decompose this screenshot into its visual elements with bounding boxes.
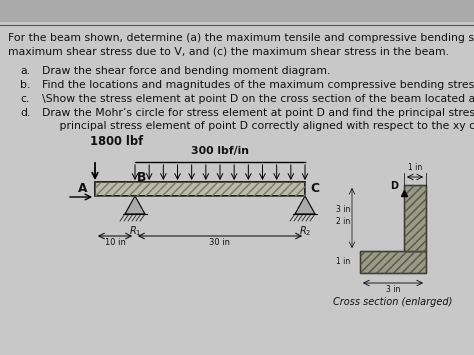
Text: principal stress element of point D correctly aligned with respect to the xy coo: principal stress element of point D corr… [42,121,474,131]
Bar [360,251,426,273]
Bar [95,182,305,196]
Text: 1 in: 1 in [336,257,350,267]
Text: 3 in: 3 in [386,285,400,294]
Text: maximum shear stress due to V, and (c) the maximum shear stress in the beam.: maximum shear stress due to V, and (c) t… [8,46,449,56]
Text: d.: d. [20,108,30,118]
Text: c.: c. [20,94,29,104]
Text: 10 in: 10 in [105,238,126,247]
Text: $R_2$: $R_2$ [299,224,311,238]
Text: For the beam shown, determine (a) the maximum tensile and compressive bending st: For the beam shown, determine (a) the ma… [8,33,474,43]
Text: 300 lbf/in: 300 lbf/in [191,146,249,156]
Text: a.: a. [20,66,30,76]
Bar [360,251,426,273]
Bar [404,185,426,251]
Text: Cross section (enlarged): Cross section (enlarged) [333,297,453,307]
Text: 1800 lbf: 1800 lbf [90,135,143,148]
Bar [404,185,426,251]
Text: A: A [78,182,87,196]
Polygon shape [125,196,145,214]
Text: 3 in: 3 in [336,206,350,214]
Text: 1 in: 1 in [408,163,422,172]
Text: 30 in: 30 in [210,238,230,247]
Text: Draw the Mohr’s circle for stress element at point D and find the principal stre: Draw the Mohr’s circle for stress elemen… [42,108,474,118]
Polygon shape [295,196,315,214]
Bar [0,0,474,22]
Text: Draw the shear force and bending moment diagram.: Draw the shear force and bending moment … [42,66,330,76]
Text: \Show the stress element at point D on the cross section of the beam located at : \Show the stress element at point D on t… [42,94,474,104]
Text: Find the locations and magnitudes of the maximum compressive bending stress due : Find the locations and magnitudes of the… [42,80,474,90]
Text: 2 in: 2 in [336,218,350,226]
Bar [95,182,305,196]
Text: C: C [310,182,319,196]
Text: b.: b. [20,80,30,90]
Text: D: D [390,181,398,191]
Text: B: B [137,171,146,184]
Text: $R_1$: $R_1$ [129,224,141,238]
